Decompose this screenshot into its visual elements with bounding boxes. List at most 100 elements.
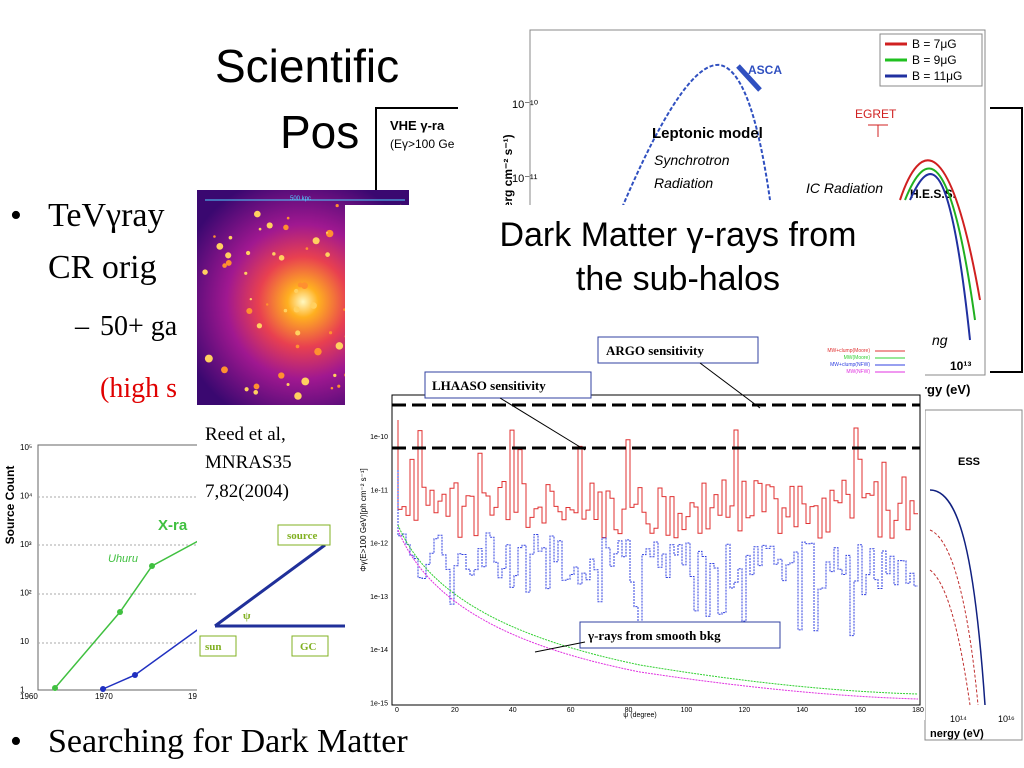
subhalo — [202, 269, 208, 275]
subhalo — [286, 216, 290, 220]
panel-title: the sub-halos — [576, 260, 780, 298]
subhalo — [245, 250, 251, 256]
y-tick-label: 1 — [20, 686, 25, 695]
subhalo — [314, 347, 322, 356]
bullet: CR orig — [48, 249, 157, 286]
subhalo — [283, 308, 288, 313]
annotation: LHAASO sensitivity — [432, 378, 546, 393]
bullet-mark: • — [10, 723, 22, 760]
subhalo — [325, 231, 329, 234]
subhalo — [278, 372, 285, 379]
subhalo — [293, 306, 300, 313]
y-tick-label: 10 — [20, 637, 29, 646]
label: ASCA — [748, 63, 782, 77]
reed-panel: Reed et al, MNRAS35 7,82(2004) source su… — [197, 405, 347, 720]
diagram-label: source — [287, 530, 317, 542]
subhalo — [301, 377, 310, 386]
subhalo — [305, 247, 309, 250]
label: Leptonic model — [652, 125, 763, 142]
legend-entry: MW(Moore) — [844, 355, 871, 361]
subhalo — [244, 271, 248, 275]
subhalo — [337, 384, 341, 388]
subhalo — [283, 224, 289, 231]
bullet: Searching for Dark Matter — [48, 723, 408, 760]
citation: 7,82(2004) — [205, 481, 289, 502]
y-tick-label: 10² — [20, 589, 32, 598]
y-tick-label: 10⁻¹¹ — [512, 173, 538, 185]
y-tick-label: 10⁻¹⁰ — [512, 99, 539, 111]
subhalo — [325, 252, 330, 257]
x-tick-label: 10¹³ — [950, 359, 971, 373]
y-tick-label: 1e-13 — [370, 594, 388, 601]
y-tick-label: 10⁴ — [20, 492, 33, 501]
y-tick-label: 1e-11 — [371, 487, 388, 494]
panel-title: Dark Matter γ-rays from — [499, 216, 856, 254]
x-tick-label: 1970 — [95, 692, 113, 701]
subhalo — [225, 252, 232, 259]
hess-panel: ESS 10¹⁴ 10¹⁶ nergy (eV) — [924, 409, 1023, 741]
scale-label: 500 kpc — [290, 196, 311, 202]
label: Radiation — [654, 175, 713, 191]
sub-bullet: (high s — [100, 373, 177, 404]
subhalo — [325, 229, 334, 238]
series-label: X-ra — [158, 517, 188, 534]
citation: Reed et al, — [205, 424, 286, 445]
y-tick-label: 1e-10 — [370, 434, 388, 441]
annotation: ARGO sensitivity — [606, 343, 704, 358]
y-axis-label: Source Count — [3, 466, 17, 545]
subhalo — [254, 210, 261, 218]
legend-entry: MW(NFW) — [846, 369, 870, 375]
panel-subtitle: (Eγ>100 Ge — [390, 137, 455, 151]
subhalo — [256, 323, 263, 329]
subhalo — [258, 227, 262, 231]
bullet-mark: • — [10, 197, 22, 234]
x-axis-label: nergy (eV) — [930, 728, 984, 740]
label: ng — [932, 332, 948, 348]
subhalo — [312, 237, 320, 245]
subhalo — [278, 255, 285, 261]
title: Pos — [280, 106, 359, 158]
subhalo — [294, 392, 302, 400]
subhalo — [253, 383, 260, 390]
bullets: • TeVγray CR orig – 50+ ga (high s • Sea… — [10, 197, 408, 760]
annotation: γ-rays from smooth bkg — [587, 628, 721, 643]
x-axis-label: rgy (eV) — [922, 382, 970, 397]
x-tick-label: 120 — [738, 707, 750, 714]
subhalo — [265, 303, 269, 306]
diagram-label: GC — [300, 641, 317, 653]
y-tick-label: 1e-15 — [370, 701, 388, 708]
y-tick-label: 10⁵ — [20, 443, 32, 452]
subhalo — [213, 235, 216, 238]
sub-bullet-mark: – — [74, 311, 90, 342]
source-count-panel: Source Count 10⁵ 10⁴ 10³ 10² 10 1 1960 1970 1… — [0, 418, 209, 718]
x-tick-label: 19 — [188, 692, 197, 701]
x-tick-label: 1960 — [20, 692, 38, 701]
legend-entry: B = 9μG — [912, 53, 957, 67]
x-tick-label: 140 — [796, 707, 808, 714]
label: EGRET — [855, 107, 897, 121]
x-axis-label: ψ (degree) — [623, 712, 656, 719]
subhalo — [335, 203, 339, 208]
subhalo — [295, 330, 301, 336]
y-tick-label: 1e-14 — [370, 647, 388, 654]
subhalo — [244, 387, 249, 392]
label: IC Radiation — [806, 180, 883, 196]
legend-entry: B = 7μG — [912, 37, 957, 51]
legend-entry: MW+clump(Moore) — [827, 348, 870, 354]
citation: MNRAS35 — [205, 452, 292, 473]
x-tick-label: 60 — [567, 707, 575, 714]
subhalo — [222, 263, 227, 268]
subhalo — [310, 302, 317, 309]
y-tick-label: 1e-12 — [370, 541, 388, 548]
subhalo — [216, 242, 224, 250]
x-tick-label: 80 — [625, 707, 633, 714]
subhalo — [333, 373, 337, 378]
diagram-label: sun — [205, 641, 222, 653]
x-tick-label: 10¹⁴ — [950, 714, 967, 724]
label: ESS — [958, 456, 980, 468]
subhalo — [253, 389, 259, 395]
subhalo — [266, 222, 273, 229]
legend-entry: MW+clump(NFW) — [830, 362, 870, 368]
